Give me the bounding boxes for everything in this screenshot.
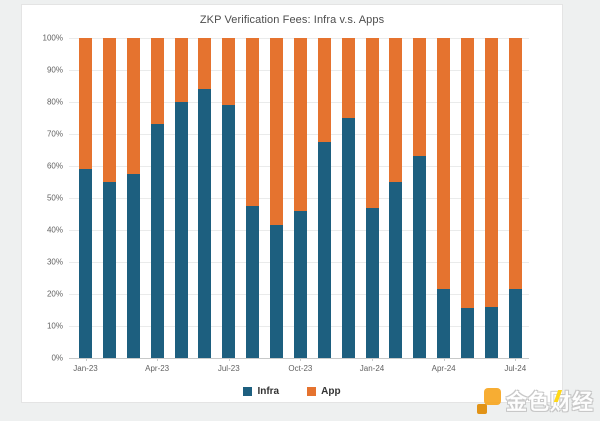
- x-axis-tick: [228, 358, 230, 361]
- bar-segment-app: [102, 38, 116, 182]
- bar-jun-24: [484, 38, 498, 358]
- bar-segment-app: [150, 38, 164, 125]
- x-axis-label: Apr-23: [145, 364, 170, 373]
- x-axis-label: Oct-23: [288, 364, 313, 373]
- legend-item-infra: Infra: [243, 386, 279, 397]
- bar-segment-app: [461, 38, 474, 309]
- bar-segment-infra: [102, 182, 116, 358]
- bar-segment-infra: [246, 206, 260, 358]
- bar-segment-infra: [365, 207, 379, 358]
- bar-jan-24: Jan-24: [360, 38, 384, 373]
- bar-segment-infra: [341, 118, 355, 358]
- bar-segment-app: [79, 38, 92, 170]
- bar-segment-app: [174, 38, 188, 102]
- y-axis-label: 0%: [51, 353, 63, 363]
- bar-segment-app: [437, 38, 451, 290]
- bar-segment-app: [246, 38, 260, 206]
- legend-label-app: App: [321, 386, 341, 397]
- y-axis-label: 50%: [46, 193, 63, 203]
- jinse-logo-icon: [477, 388, 501, 414]
- bar-segment-app: [389, 38, 403, 182]
- y-axis-label: 20%: [46, 289, 63, 299]
- infra-swatch-icon: [243, 387, 253, 396]
- bar-sep-23: [270, 38, 283, 358]
- y-axis-label: 30%: [46, 257, 63, 267]
- y-axis-label: 90%: [46, 65, 63, 75]
- jinse-finance-watermark: 金色财经: [477, 386, 594, 416]
- bar-segment-app: [293, 38, 307, 211]
- bar-may-24: [461, 38, 474, 358]
- bar-segment-app: [508, 38, 522, 290]
- y-axis-label: 10%: [46, 321, 63, 331]
- y-axis-label: 70%: [46, 129, 63, 139]
- x-axis-label: Jul-23: [217, 364, 240, 373]
- bar-segment-infra: [150, 124, 164, 358]
- app-swatch-icon: [307, 387, 317, 396]
- watermark-text: 金色财经: [506, 390, 594, 414]
- y-axis-label: 80%: [46, 97, 63, 107]
- bar-segment-app: [484, 38, 498, 307]
- bar-segment-infra: [484, 306, 498, 358]
- bar-dec-23: [341, 38, 355, 358]
- bar-segment-app: [317, 38, 331, 142]
- plot-area: 0% 10% 20% 30% 40% 50% 60% 70% 80% 90% 100% Jan-23 A…: [43, 34, 529, 373]
- bar-segment-infra: [222, 105, 236, 358]
- bar-segment-infra: [508, 289, 522, 358]
- legend-label-infra: Infra: [257, 386, 280, 397]
- gridline: [69, 37, 529, 39]
- bar-jun-23: [198, 38, 212, 358]
- x-axis-label: Jan-24: [359, 364, 385, 373]
- bar-mar-23: [126, 38, 140, 358]
- bar-segment-app: [222, 38, 236, 106]
- bar-segment-infra: [389, 182, 403, 358]
- legend: Infra App: [22, 386, 562, 397]
- bar-segment-infra: [461, 308, 474, 358]
- bar-segment-infra: [413, 156, 427, 358]
- y-axis-label: 40%: [46, 225, 63, 235]
- bar-segment-infra: [126, 174, 140, 358]
- bar-aug-23: [246, 38, 260, 358]
- x-axis-tick: [515, 358, 517, 361]
- bar-segment-infra: [174, 102, 188, 358]
- x-axis-label: Jul-24: [504, 364, 527, 373]
- bar-apr-24: Apr-24: [432, 38, 456, 373]
- bar-jul-24: Jul-24: [504, 38, 526, 373]
- bar-segment-app: [341, 38, 355, 118]
- bar-mar-24: [413, 38, 427, 358]
- y-axis-label: 60%: [46, 161, 63, 171]
- bar-jan-23: Jan-23: [73, 38, 98, 373]
- bar-segment-infra: [270, 225, 283, 358]
- bar-apr-23: Apr-23: [145, 38, 169, 373]
- bar-oct-23: Oct-23: [288, 38, 312, 373]
- bar-jul-23: Jul-23: [218, 38, 240, 373]
- chart-card: ZKP Verification Fees: Infra v.s. Apps 0…: [21, 4, 563, 403]
- bar-may-23: [174, 38, 188, 358]
- x-axis-tick: [300, 358, 302, 361]
- bar-segment-app: [198, 38, 212, 90]
- bar-segment-app: [413, 38, 427, 157]
- x-axis-tick: [372, 358, 373, 361]
- x-axis-label: Apr-24: [431, 364, 456, 373]
- x-axis-tick: [85, 358, 87, 361]
- bar-segment-infra: [437, 289, 451, 358]
- x-axis-line: [69, 357, 529, 359]
- bar-segment-infra: [293, 210, 307, 358]
- bar-segment-infra: [317, 142, 331, 358]
- bar-segment-infra: [79, 169, 92, 358]
- bar-feb-23: [102, 38, 116, 358]
- legend-item-app: App: [307, 386, 341, 397]
- y-axis-label: 100%: [42, 33, 63, 43]
- bar-segment-app: [126, 38, 140, 174]
- x-axis-tick: [157, 358, 159, 361]
- bar-segment-app: [365, 38, 379, 208]
- bar-feb-24: [389, 38, 403, 358]
- bar-segment-app: [270, 38, 283, 226]
- chart-title: ZKP Verification Fees: Infra v.s. Apps: [199, 14, 385, 26]
- x-axis-tick: [443, 358, 445, 361]
- bar-nov-23: [317, 38, 331, 358]
- x-axis-label: Jan-23: [73, 364, 98, 373]
- bar-segment-infra: [198, 89, 212, 358]
- bars-layer: Jan-23 Apr-23 Jul-23 Oct-23 Jan-24 Apr-24 Jul-…: [69, 38, 529, 373]
